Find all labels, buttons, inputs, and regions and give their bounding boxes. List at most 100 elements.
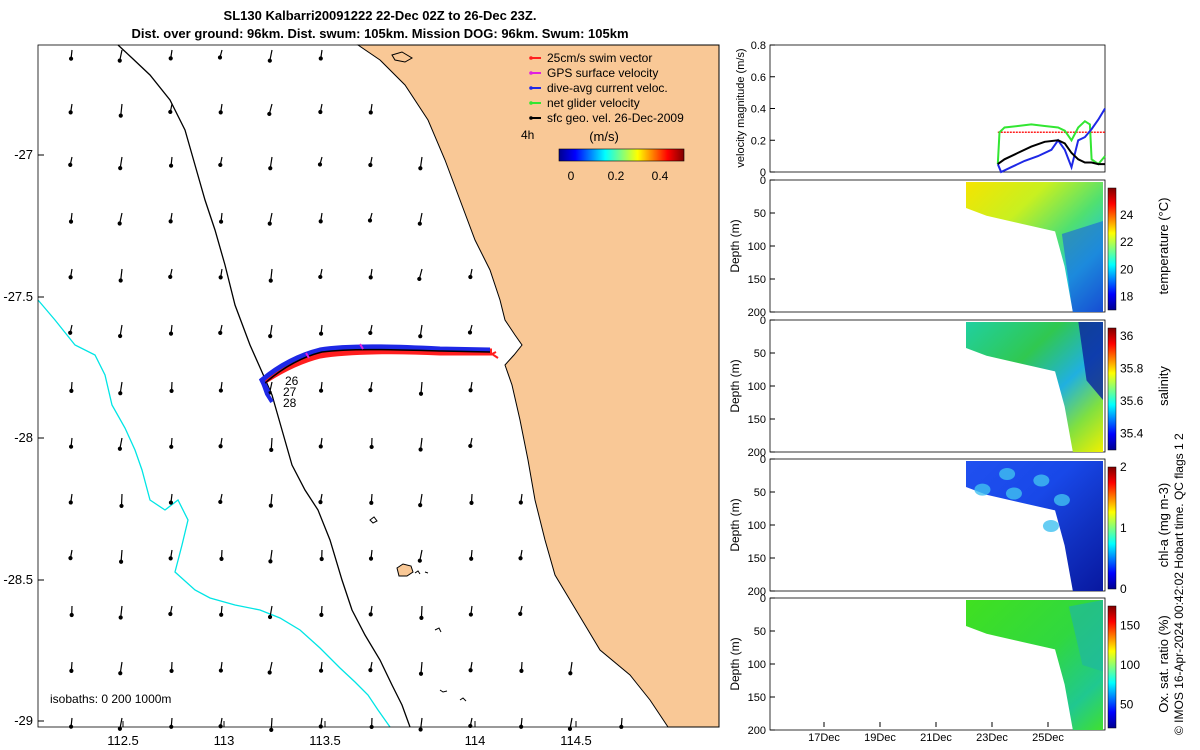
velocity-arrow-head <box>118 391 123 396</box>
velocity-arrow-head <box>169 388 174 394</box>
velocity-arrow-head <box>418 166 423 171</box>
velocity-arrow-head <box>418 503 423 508</box>
isobath-1000m <box>37 299 391 728</box>
map-x-tick-label: 114 <box>465 733 486 748</box>
glider-track <box>258 343 499 404</box>
velocity-arrow-head <box>218 330 223 335</box>
colorbar-tick-label: 100 <box>1120 658 1140 672</box>
velocity-y-tick-label: 0.8 <box>751 40 766 52</box>
colorbar-tick: 0.2 <box>608 169 625 183</box>
velocity-arrow-head <box>519 668 524 673</box>
velocity-arrow-head <box>418 671 424 676</box>
depth-tick-label: 200 <box>748 586 766 598</box>
velocity-arrow-head <box>368 330 373 336</box>
depth-axis-label: Depth (m) <box>728 219 742 272</box>
velocity-arrow-head <box>368 387 373 393</box>
isobath-label: isobaths: 0 200 1000m <box>50 692 171 706</box>
map-y-tick-label: -28.5 <box>3 572 33 587</box>
section-panel-1: 0 50 100 150 200 Depth (m) 35.4 35.6 35.8 36 salin… <box>728 315 1171 459</box>
velocity-arrow-head <box>417 276 422 282</box>
velocity-arrow-head <box>418 391 424 396</box>
velocity-arrow-head <box>267 670 272 675</box>
velocity-arrow-head <box>219 556 224 562</box>
velocity-arrow-head <box>68 56 74 61</box>
legend-marker-swim <box>529 56 533 60</box>
velocity-arrow-head <box>319 612 324 617</box>
velocity-arrow-head <box>168 611 173 617</box>
depth-tick-label: 200 <box>748 725 766 737</box>
velocity-arrow-head <box>417 558 422 563</box>
swim-arrow-tip <box>490 351 499 359</box>
legend-marker-sfc <box>529 116 533 120</box>
velocity-arrow-head <box>218 388 223 393</box>
section-panel-3: 0 50 100 150 200 Depth (m) 50 100 150 Ox. sat. ra… <box>728 593 1171 744</box>
section-field <box>966 461 1103 591</box>
velocity-series-3 <box>997 139 1105 166</box>
velocity-arrow-head <box>117 221 122 226</box>
velocity-arrow-head <box>168 56 173 61</box>
velocity-arrow-head <box>418 447 423 452</box>
velocity-arrow-head <box>468 443 473 449</box>
section-low-salinity <box>1078 322 1103 400</box>
velocity-arrow-head <box>268 559 273 564</box>
velocity-arrow-head <box>367 218 373 223</box>
velocity-arrow-head <box>68 444 74 449</box>
velocity-arrow-head <box>219 612 224 617</box>
velocity-arrow-head <box>218 219 224 224</box>
depth-tick-label: 200 <box>748 447 766 459</box>
velocity-arrow-head <box>267 111 272 117</box>
velocity-arrow-head <box>118 113 123 118</box>
map-y-tick-label: -28 <box>14 430 33 445</box>
velocity-arrow-head <box>469 500 474 506</box>
chl-patch <box>974 483 991 496</box>
velocity-arrow-head <box>218 668 223 673</box>
legend-label-swim: 25cm/s swim vector <box>547 51 652 65</box>
map-frame <box>37 44 720 728</box>
velocity-arrow-head <box>118 615 123 620</box>
colorbar-tick-label: 18 <box>1120 289 1134 303</box>
island <box>414 570 467 702</box>
colorbar-label: chl-a (mg m-3) <box>1156 483 1171 568</box>
velocity-arrow-head <box>468 388 473 393</box>
velocity-arrow-head <box>567 726 573 731</box>
depth-tick-label: 100 <box>748 241 766 253</box>
depth-tick-label: 150 <box>748 692 766 704</box>
velocity-arrow-head <box>218 162 223 168</box>
velocity-arrow-head <box>369 500 374 505</box>
dive-avg-hook <box>260 379 274 404</box>
chl-patch <box>1042 520 1059 532</box>
map-y-tick-label: -29 <box>14 713 33 728</box>
legend-marker-gps <box>529 71 533 75</box>
velocity-arrow-head <box>318 444 323 449</box>
gps-surface-vector <box>305 343 364 359</box>
velocity-arrow-head <box>368 110 373 115</box>
colorbar-tick-label: 36 <box>1120 329 1134 343</box>
velocity-arrow-head <box>469 556 474 561</box>
velocity-arrow-head <box>117 58 122 63</box>
depth-tick-label: 0 <box>760 454 766 466</box>
date-tick-label: 17Dec <box>808 732 840 744</box>
velocity-arrow-head <box>568 671 573 676</box>
velocity-arrow-head <box>318 274 323 280</box>
velocity-arrow-head <box>118 671 123 676</box>
velocity-arrow-head <box>68 500 73 505</box>
velocity-arrow-head <box>368 556 374 561</box>
velocity-arrow-head <box>369 444 374 450</box>
velocity-arrow-head <box>269 727 274 732</box>
colorbar-tick-label: 50 <box>1120 697 1134 711</box>
velocity-arrow-head <box>417 221 422 226</box>
velocity-arrow-head <box>319 556 324 562</box>
date-tick-label: 23Dec <box>976 732 1008 744</box>
velocity-arrow-head <box>318 56 323 61</box>
legend-label-dive: dive-avg current veloc. <box>547 81 668 95</box>
velocity-arrow-head <box>117 726 122 731</box>
island <box>369 516 378 524</box>
velocity-arrow-head <box>368 275 373 280</box>
speed-colorbar <box>558 148 685 162</box>
velocity-y-tick-label: 0.4 <box>751 104 766 116</box>
chl-patch <box>1033 474 1050 487</box>
velocity-arrow-head <box>318 668 324 673</box>
depth-tick-label: 0 <box>760 315 766 327</box>
velocity-arrow-head <box>418 334 423 339</box>
section-colorbar <box>1107 187 1117 311</box>
